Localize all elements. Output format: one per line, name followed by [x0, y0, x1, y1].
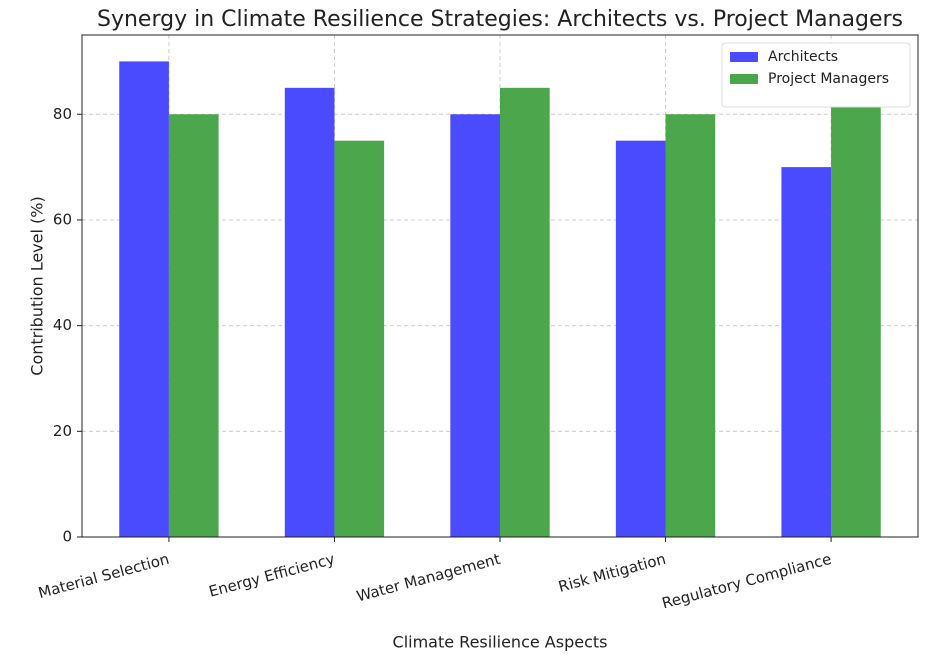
x-tick-label: Risk Mitigation	[556, 550, 667, 596]
bar	[450, 114, 500, 538]
y-axis-label: Contribution Level (%)	[28, 196, 47, 375]
bar	[284, 87, 335, 537]
bar	[781, 167, 832, 537]
x-tick-label: Regulatory Compliance	[660, 550, 833, 613]
y-tick-label: 60	[53, 210, 72, 228]
bar	[119, 61, 169, 537]
legend: Architects Project Managers	[721, 42, 911, 108]
x-tick-label: Energy Efficiency	[207, 550, 337, 601]
y-tick-label: 80	[53, 105, 72, 123]
legend-label: Project Managers	[768, 71, 889, 87]
y-tick-label: 0	[62, 528, 72, 546]
bar	[831, 87, 881, 537]
bar	[665, 114, 716, 538]
x-axis-label: Climate Resilience Aspects	[393, 633, 608, 652]
legend-label: Architects	[768, 49, 838, 65]
x-tick-label: Material Selection	[36, 550, 171, 602]
bar	[168, 114, 219, 538]
legend-swatch	[730, 52, 758, 62]
bar	[500, 87, 550, 537]
bar	[334, 140, 385, 537]
bar	[615, 140, 666, 537]
chart-title: Synergy in Climate Resilience Strategies…	[97, 7, 903, 32]
legend-swatch	[730, 74, 758, 84]
legend-box	[721, 42, 911, 108]
y-tick-label: 40	[53, 316, 72, 334]
y-tick-label: 20	[53, 422, 72, 440]
x-tick-label: Water Management	[355, 550, 503, 606]
plot-frame	[81, 34, 919, 538]
